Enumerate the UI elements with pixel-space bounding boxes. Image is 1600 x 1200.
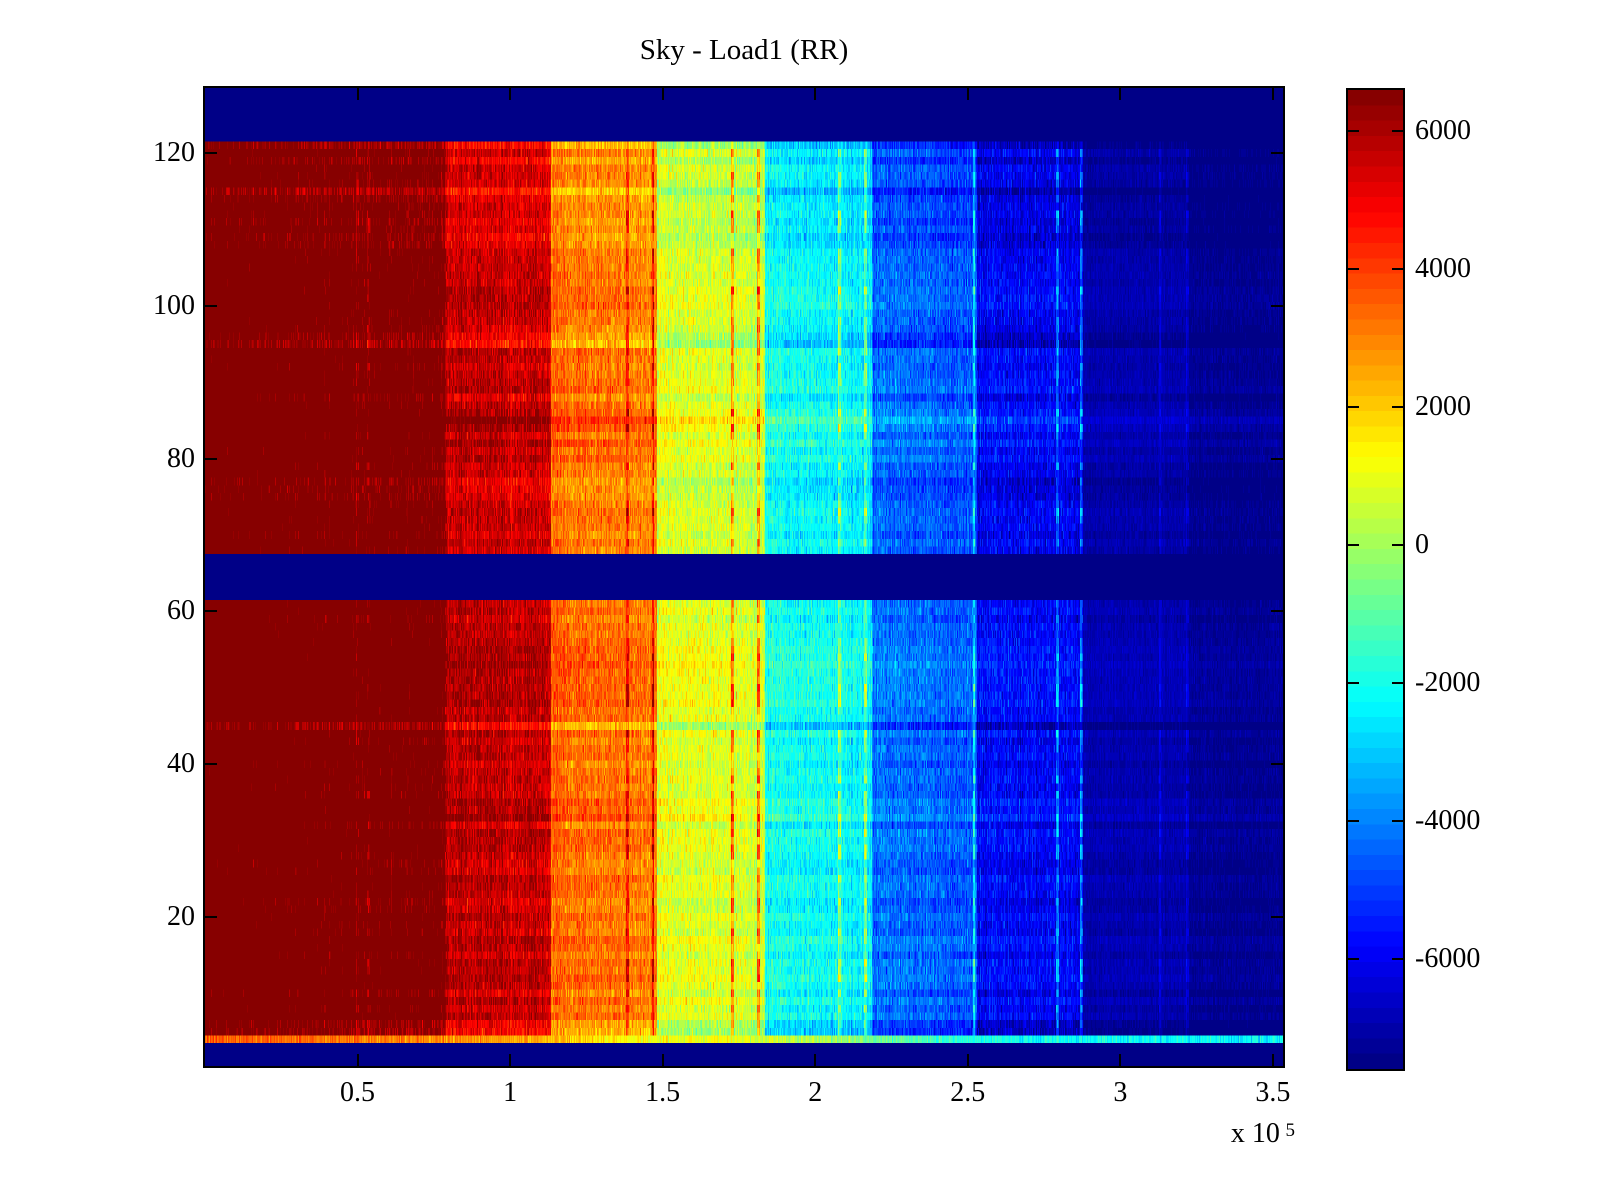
y-tick-mark	[205, 610, 217, 613]
x-tick-label: 2	[808, 1077, 823, 1108]
x-tick-label: 1	[503, 1077, 518, 1108]
y-tick-mark-right	[1271, 916, 1283, 918]
x-tick-mark	[1271, 1054, 1274, 1066]
x-tick-label: 3	[1113, 1077, 1128, 1108]
colorbar-tick-label: -2000	[1415, 666, 1481, 698]
colorbar-tick-label: -6000	[1415, 942, 1481, 974]
x-tick-mark-top	[814, 88, 817, 100]
x-tick-mark-top	[1271, 88, 1274, 100]
x-tick-mark-top	[1119, 88, 1122, 100]
x-tick-mark	[661, 1054, 664, 1066]
y-tick-mark-right	[1271, 304, 1283, 307]
y-tick-label: 80	[167, 442, 195, 474]
heatmap-image	[205, 88, 1283, 1066]
colorbar-tick-label: 4000	[1415, 253, 1471, 285]
colorbar-tick-mark	[1348, 819, 1359, 822]
y-tick-mark-right	[1271, 610, 1283, 613]
y-tick-label: 120	[153, 136, 195, 168]
colorbar-tick-mark	[1348, 957, 1359, 960]
colorbar-tick-mark	[1348, 130, 1359, 133]
y-tick-mark-right	[1271, 763, 1283, 766]
colorbar-tick-mark-right	[1392, 268, 1403, 271]
colorbar-tick-mark-right	[1392, 544, 1403, 547]
chart-title: Sky - Load1 (RR)	[639, 34, 849, 66]
colorbar-tick-mark	[1348, 268, 1359, 271]
y-tick-label: 40	[167, 748, 195, 780]
colorbar-tick-mark-right	[1392, 819, 1403, 822]
y-tick-mark	[205, 304, 217, 307]
colorbar-tick-mark-right	[1392, 130, 1403, 133]
colorbar-tick-mark-right	[1392, 681, 1403, 684]
colorbar-tick-label: 2000	[1415, 391, 1471, 423]
colorbar-tick-label: 0	[1415, 529, 1429, 561]
x-tick-mark	[966, 1054, 969, 1066]
colorbar-tick-label: 6000	[1415, 115, 1471, 147]
y-tick-label: 100	[153, 289, 195, 321]
x-axis-exponent-prefix: x 10	[1230, 1118, 1280, 1149]
x-tick-label: 1.5	[645, 1077, 681, 1108]
x-tick-mark	[509, 1054, 512, 1066]
colorbar	[1346, 88, 1405, 1071]
x-axis-exponent-label: x 10 5	[1180, 1118, 1295, 1150]
colorbar-gradient	[1348, 90, 1403, 1069]
x-tick-mark-top	[661, 88, 664, 100]
y-tick-mark	[205, 457, 217, 460]
heatmap-plot-area	[203, 86, 1285, 1068]
colorbar-tick-label: -4000	[1415, 804, 1481, 836]
x-tick-mark-top	[966, 88, 969, 100]
x-tick-label: 2.5	[950, 1077, 986, 1108]
x-tick-mark	[814, 1054, 817, 1066]
y-tick-mark-right	[1271, 457, 1283, 460]
y-tick-label: 20	[167, 901, 195, 932]
x-tick-mark	[356, 1054, 359, 1066]
colorbar-tick-mark-right	[1392, 957, 1403, 960]
x-tick-label: 3.5	[1255, 1077, 1291, 1108]
y-tick-mark	[205, 763, 217, 766]
colorbar-tick-mark	[1348, 544, 1359, 547]
y-tick-mark-right	[1271, 151, 1283, 154]
x-tick-label: 0.5	[340, 1077, 376, 1108]
y-tick-mark	[205, 151, 217, 154]
colorbar-tick-mark	[1348, 681, 1359, 684]
colorbar-tick-mark	[1348, 406, 1359, 409]
colorbar-tick-mark-right	[1392, 406, 1403, 409]
y-tick-label: 60	[167, 595, 195, 627]
x-tick-mark-top	[509, 88, 512, 100]
x-tick-mark	[1119, 1054, 1122, 1066]
x-axis-exponent-power: 5	[1285, 1120, 1296, 1141]
x-tick-mark-top	[356, 88, 359, 100]
y-tick-mark	[205, 916, 217, 918]
